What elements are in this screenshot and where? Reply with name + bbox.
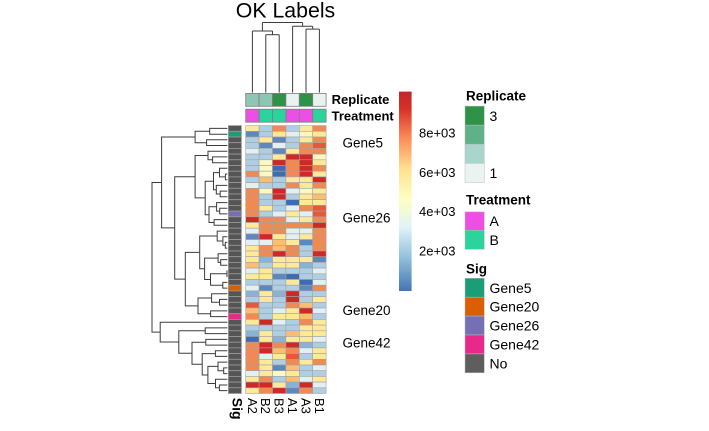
svg-text:Gene20: Gene20: [343, 303, 391, 318]
svg-text:Gene5: Gene5: [343, 135, 384, 150]
svg-text:Sig: Sig: [466, 261, 487, 276]
svg-text:Gene5: Gene5: [490, 280, 532, 296]
svg-text:8e+03: 8e+03: [419, 126, 456, 141]
svg-text:Replicate: Replicate: [466, 89, 527, 104]
svg-text:B3: B3: [272, 398, 287, 414]
svg-text:Replicate: Replicate: [332, 92, 390, 107]
svg-text:OK Labels: OK Labels: [236, 0, 335, 22]
svg-text:Gene42: Gene42: [343, 336, 391, 351]
svg-text:3: 3: [490, 108, 498, 124]
svg-text:A3: A3: [298, 398, 313, 414]
svg-text:Sig: Sig: [229, 398, 245, 420]
svg-text:2e+03: 2e+03: [419, 244, 456, 259]
svg-text:Gene26: Gene26: [343, 210, 391, 225]
svg-text:B2: B2: [258, 398, 273, 414]
svg-text:A: A: [490, 213, 500, 229]
svg-text:A1: A1: [285, 398, 300, 414]
svg-text:6e+03: 6e+03: [419, 165, 456, 180]
svg-text:4e+03: 4e+03: [419, 204, 456, 219]
svg-text:Gene20: Gene20: [490, 299, 540, 315]
svg-text:Gene26: Gene26: [490, 318, 540, 334]
svg-text:Treatment: Treatment: [466, 192, 531, 207]
svg-text:B1: B1: [312, 398, 327, 414]
svg-text:1: 1: [490, 165, 498, 181]
svg-text:Treatment: Treatment: [332, 108, 395, 123]
svg-text:No: No: [490, 355, 508, 371]
svg-text:Gene42: Gene42: [490, 336, 540, 352]
svg-text:B: B: [490, 232, 499, 248]
svg-text:A2: A2: [245, 398, 260, 414]
